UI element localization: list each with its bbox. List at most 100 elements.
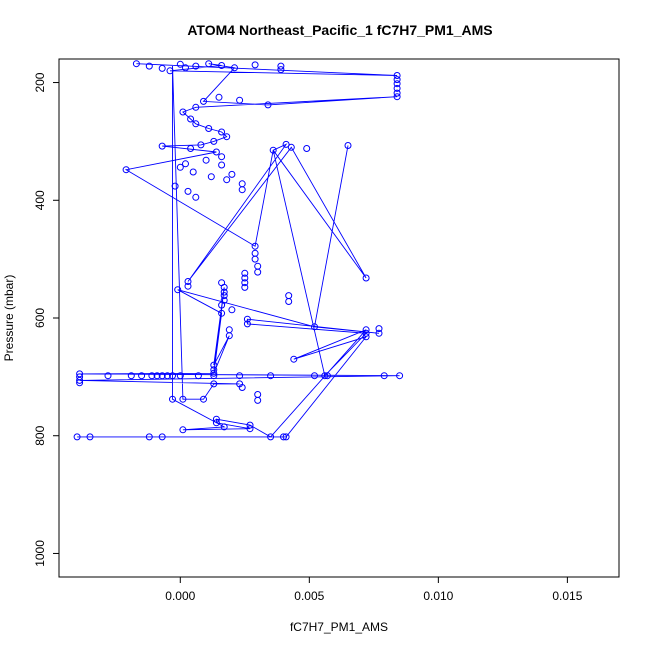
data-point <box>238 186 246 194</box>
data-point <box>380 372 388 380</box>
y-tick-label: 1000 <box>33 540 47 567</box>
data-point <box>148 372 156 380</box>
data-point <box>228 306 236 314</box>
data-point <box>225 326 233 334</box>
data-point <box>187 145 195 152</box>
data-point <box>231 64 238 72</box>
data-point <box>192 103 200 111</box>
data-point <box>362 274 370 282</box>
data-point <box>236 372 244 380</box>
data-point <box>210 361 218 369</box>
data-point <box>200 97 207 105</box>
data-point <box>179 426 187 434</box>
data-point <box>280 433 287 441</box>
data-point <box>184 187 192 195</box>
data-point <box>223 176 231 184</box>
data-point <box>254 268 262 276</box>
data-point <box>184 282 192 290</box>
data-point <box>192 62 200 70</box>
data-point <box>285 292 293 300</box>
data-point <box>223 133 231 141</box>
data-point <box>192 120 200 128</box>
data-point <box>176 372 184 380</box>
data-point <box>254 262 262 270</box>
y-axis: 200 400 600 800 1000 <box>33 72 59 567</box>
data-point <box>212 419 220 427</box>
data-point <box>182 160 189 168</box>
data-point <box>303 145 311 152</box>
data-point <box>225 332 233 340</box>
data-point <box>228 170 236 178</box>
data-point <box>321 372 329 380</box>
data-point <box>362 326 370 334</box>
data-point <box>212 415 220 423</box>
data-point <box>267 372 275 380</box>
data-point <box>189 168 197 176</box>
y-tick-label: 400 <box>33 190 47 210</box>
data-point <box>241 279 249 287</box>
data-point <box>212 148 220 156</box>
data-point <box>104 372 112 380</box>
data-point <box>375 325 383 333</box>
data-point <box>362 333 370 341</box>
data-point <box>200 395 207 403</box>
data-point <box>220 423 228 431</box>
data-point <box>210 380 218 388</box>
data-point <box>158 372 166 380</box>
x-tick-label: 0.015 <box>552 589 582 603</box>
data-point <box>393 93 401 101</box>
y-tick-label: 200 <box>33 72 47 92</box>
data-point <box>241 274 249 282</box>
data-point <box>277 62 285 70</box>
data-point <box>176 163 184 171</box>
data-point <box>246 421 254 429</box>
y-tick-label: 600 <box>33 308 47 328</box>
x-axis: 0.000 0.005 0.010 0.015 <box>165 577 583 603</box>
data-point <box>396 372 404 380</box>
data-point <box>127 372 135 380</box>
y-tick-label: 800 <box>33 425 47 445</box>
data-point <box>251 242 259 250</box>
data-point <box>163 372 171 380</box>
data-point <box>254 396 262 404</box>
data-point <box>243 320 251 328</box>
data-point <box>145 433 153 441</box>
data-point <box>269 146 277 154</box>
x-axis-label: fC7H7_PM1_AMS <box>290 620 388 634</box>
data-point <box>76 376 84 384</box>
data-point <box>158 433 166 441</box>
data-point <box>210 369 218 377</box>
data-point <box>220 283 228 291</box>
data-point <box>158 142 166 150</box>
data-point <box>220 292 228 300</box>
data-point <box>344 142 352 149</box>
data-point <box>264 101 272 109</box>
data-point <box>192 193 200 201</box>
series-layer <box>73 60 404 441</box>
data-point <box>132 60 140 68</box>
data-point <box>218 62 226 69</box>
data-point <box>375 329 383 337</box>
data-point <box>171 182 179 190</box>
data-point <box>218 301 226 309</box>
data-point <box>393 80 401 88</box>
data-point <box>197 141 205 149</box>
data-point <box>122 166 130 174</box>
data-point <box>138 372 146 380</box>
series-line <box>77 63 400 438</box>
data-point <box>207 173 215 181</box>
data-point <box>73 433 81 441</box>
data-point <box>218 161 226 169</box>
data-point <box>287 143 295 151</box>
data-point <box>187 115 195 123</box>
data-point <box>277 66 285 74</box>
data-point <box>251 249 259 257</box>
data-point <box>182 64 189 72</box>
data-point <box>210 372 218 380</box>
x-tick-label: 0.000 <box>165 589 195 603</box>
data-point <box>145 62 153 70</box>
data-point <box>241 269 249 277</box>
data-point <box>210 137 218 145</box>
